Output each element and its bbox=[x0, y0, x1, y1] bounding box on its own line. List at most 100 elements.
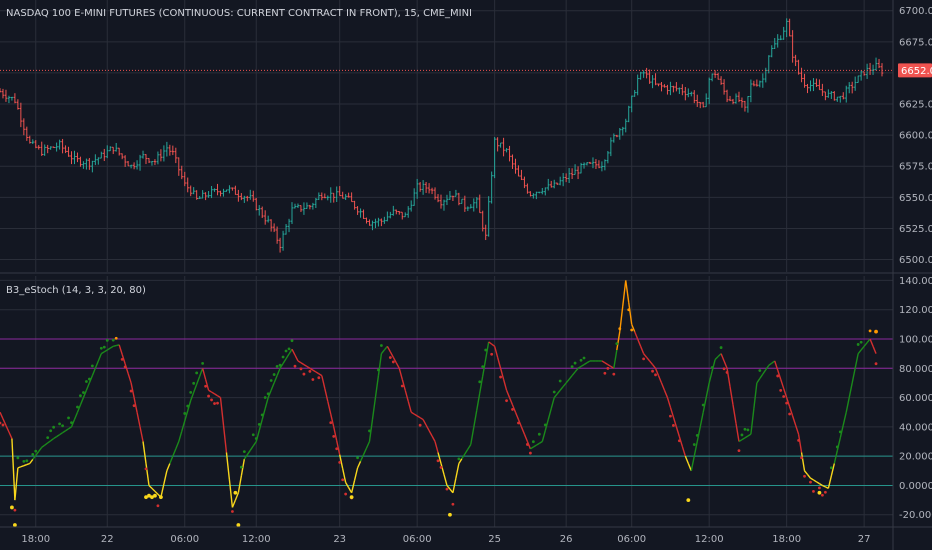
estoch-line-segment bbox=[690, 456, 695, 471]
estoch-point bbox=[737, 449, 741, 453]
estoch-point bbox=[79, 394, 82, 398]
estoch-line-segment bbox=[127, 373, 132, 384]
estoch-line-segment bbox=[797, 434, 803, 453]
estoch-point bbox=[156, 504, 160, 508]
estoch-line-segment bbox=[434, 441, 439, 453]
estoch-line-segment bbox=[217, 395, 221, 399]
estoch-line-segment bbox=[547, 408, 552, 420]
estoch-line-segment bbox=[785, 397, 791, 407]
estoch-point bbox=[543, 423, 547, 427]
estoch-line-segment bbox=[116, 344, 120, 347]
estoch-line-segment bbox=[788, 406, 794, 417]
estoch-signal-dot bbox=[12, 523, 17, 527]
estoch-line-segment bbox=[94, 360, 99, 369]
estoch-point bbox=[630, 328, 634, 332]
estoch-point bbox=[356, 456, 359, 460]
estoch-line-segment bbox=[106, 347, 111, 351]
time-axis[interactable]: 18:00 22 06:00 12:00 23 06:00 25 26 06:00 12:00 18… bbox=[21, 534, 870, 545]
indicator-pane[interactable]: B3_eStoch (14, 3, 3, 20, 80) 140.0000 120… bbox=[0, 276, 932, 527]
price-y-axis[interactable]: 6700.006675.006650.006625.006600.006575.… bbox=[899, 6, 932, 266]
estoch-line-segment bbox=[91, 368, 96, 376]
estoch-point bbox=[344, 492, 348, 496]
estoch-line-segment bbox=[333, 426, 338, 441]
estoch-line-segment bbox=[458, 458, 463, 464]
estoch-point bbox=[46, 436, 50, 440]
estoch-point bbox=[257, 422, 261, 426]
estoch-line-segment bbox=[696, 426, 701, 442]
estoch-line-segment bbox=[130, 382, 135, 398]
estoch-point bbox=[207, 394, 210, 398]
estoch-signal-dot bbox=[874, 329, 878, 334]
time-tick-label: 18:00 bbox=[21, 534, 50, 545]
indicator-tick-label: 120.0000 bbox=[899, 305, 932, 316]
estoch-point bbox=[874, 362, 878, 366]
estoch-line-segment bbox=[857, 349, 862, 355]
estoch-line-segment bbox=[708, 371, 713, 384]
indicator-pane-title: B3_eStoch (14, 3, 3, 20, 80) bbox=[6, 285, 146, 296]
estoch-point bbox=[341, 478, 345, 482]
estoch-line-segment bbox=[493, 346, 499, 358]
indicator-y-axis[interactable]: 140.0000 120.0000 100.0000 80.0000 60.0000 40… bbox=[899, 276, 932, 521]
estoch-line-segment bbox=[625, 280, 630, 303]
estoch-line-segment bbox=[473, 410, 478, 428]
current-price-tag-background bbox=[898, 63, 932, 78]
estoch-line-segment bbox=[103, 349, 108, 353]
price-tick-label: 6600.00 bbox=[899, 131, 932, 142]
estoch-line-segment bbox=[446, 485, 451, 490]
estoch-point bbox=[16, 456, 20, 460]
estoch-line-segment bbox=[225, 452, 231, 481]
estoch-line-segment bbox=[553, 393, 558, 399]
price-tick-label: 6625.00 bbox=[899, 100, 932, 111]
estoch-line-segment bbox=[231, 499, 237, 508]
estoch-line-segment bbox=[339, 454, 344, 469]
estoch-line-segment bbox=[666, 397, 672, 408]
estoch-line-segment bbox=[431, 435, 436, 442]
estoch-signal-dot bbox=[236, 523, 241, 527]
estoch-point bbox=[743, 427, 747, 431]
estoch-point bbox=[701, 403, 705, 407]
estoch-line-segment bbox=[741, 437, 746, 441]
estoch-line-segment bbox=[669, 407, 675, 418]
estoch-line-segment bbox=[2, 418, 7, 426]
estoch-line-segment bbox=[136, 412, 141, 428]
estoch-point bbox=[99, 346, 103, 350]
estoch-point bbox=[570, 365, 574, 369]
estoch-point bbox=[61, 424, 64, 428]
estoch-line-segment bbox=[863, 342, 868, 347]
estoch-line-segment bbox=[309, 367, 314, 371]
estoch-line-segment bbox=[198, 368, 204, 377]
estoch-line-segment bbox=[744, 435, 749, 439]
estoch-line-segment bbox=[324, 388, 329, 402]
estoch-line-segment bbox=[258, 419, 263, 431]
estoch-line-segment bbox=[854, 353, 859, 369]
estoch-line-segment bbox=[687, 463, 692, 472]
estoch-line-segment bbox=[353, 467, 359, 481]
estoch-signal-dot bbox=[147, 493, 151, 498]
estoch-point bbox=[25, 459, 29, 463]
estoch-point bbox=[58, 422, 61, 426]
estoch-point bbox=[251, 433, 255, 437]
estoch-point bbox=[418, 423, 422, 427]
estoch-point bbox=[722, 367, 726, 371]
estoch-line-segment bbox=[637, 338, 642, 347]
estoch-point bbox=[478, 380, 482, 384]
estoch-line-segment bbox=[145, 463, 150, 486]
estoch-line-segment bbox=[395, 362, 400, 369]
estoch-line-segment bbox=[82, 389, 88, 398]
estoch-point bbox=[204, 384, 208, 388]
estoch-point bbox=[838, 430, 842, 434]
estoch-line-segment bbox=[70, 419, 76, 428]
estoch-line-segment bbox=[85, 382, 91, 391]
estoch-point bbox=[490, 352, 494, 356]
estoch-line-segment bbox=[774, 360, 779, 371]
time-tick-label: 12:00 bbox=[695, 534, 724, 545]
estoch-point bbox=[1, 423, 5, 427]
estoch-line-segment bbox=[142, 441, 147, 464]
time-tick-label: 26 bbox=[560, 534, 573, 545]
price-pane[interactable]: NASDAQ 100 E-MINI FUTURES (CONTINUOUS: C… bbox=[0, 0, 932, 272]
estoch-line-segment bbox=[341, 468, 347, 483]
estoch-point bbox=[579, 358, 583, 362]
time-tick-label: 06:00 bbox=[170, 534, 199, 545]
